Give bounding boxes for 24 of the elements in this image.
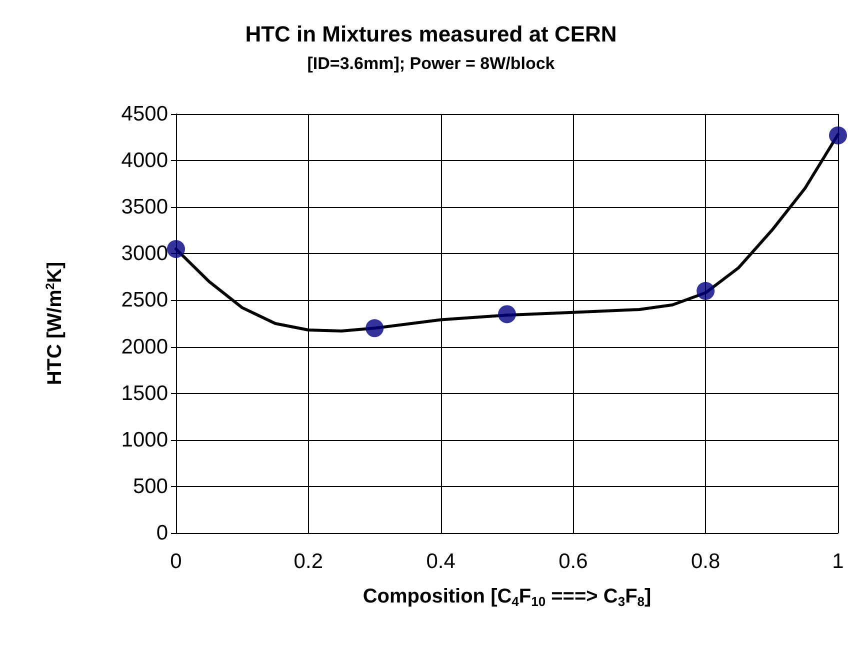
y-tick-label: 2000: [121, 335, 168, 358]
y-tick-label: 3500: [121, 196, 168, 219]
x-tick-label: 0.8: [691, 550, 720, 573]
y-tick-label: 1000: [121, 428, 168, 452]
x-tick-label: 1: [832, 550, 844, 573]
x-tick-label: 0: [170, 550, 182, 573]
y-tick-label: 500: [132, 474, 168, 498]
y-tick-label: 0: [156, 522, 168, 544]
chart-subtitle: [ID=3.6mm]; Power = 8W/block: [307, 54, 556, 73]
x-tick-label: 0.2: [294, 550, 323, 573]
point: [167, 240, 185, 258]
chart-title: HTC in Mixtures measured at CERN: [245, 22, 617, 46]
y-tick-label: 4500: [121, 102, 168, 126]
point: [498, 305, 516, 324]
y-axis-title: HTC [W/m2K]: [43, 262, 66, 386]
point: [696, 282, 715, 300]
point: [366, 319, 384, 338]
y-tick-label: 3000: [121, 242, 168, 266]
x-tick-label: 0.6: [558, 550, 588, 573]
y-tick-label: 4000: [121, 149, 168, 172]
point: [829, 126, 847, 144]
y-tick-label: 1500: [121, 382, 168, 405]
y-tick-label: 2500: [121, 288, 168, 312]
x-tick-label: 0.4: [426, 550, 456, 573]
